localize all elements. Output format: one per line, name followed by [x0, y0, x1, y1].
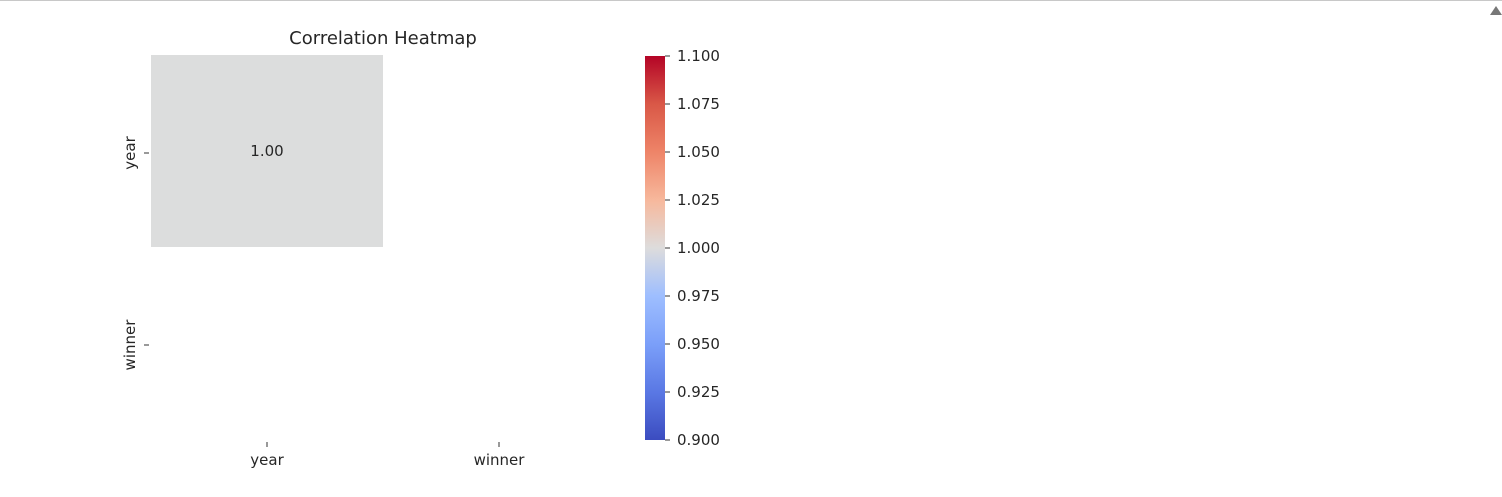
colorbar-tick-label: 0.975 — [677, 287, 720, 305]
cell-value-label: 1.00 — [250, 142, 283, 160]
x-axis: year winner — [250, 442, 525, 469]
colorbar-tick-label: 0.950 — [677, 335, 720, 353]
colorbar-tick-label: 1.050 — [677, 143, 720, 161]
colorbar-tick-label: 1.100 — [677, 47, 720, 65]
colorbar-tick-label: 1.000 — [677, 239, 720, 257]
colorbar-tick-label: 1.075 — [677, 95, 720, 113]
x-tick-label-year: year — [250, 451, 284, 469]
colorbar — [645, 56, 665, 440]
heatmap-cells: 1.00 — [151, 55, 383, 247]
colorbar-tick-label: 0.900 — [677, 431, 720, 449]
colorbar-tick-label: 0.925 — [677, 383, 720, 401]
y-axis: year winner — [121, 135, 149, 370]
y-tick-label-year: year — [121, 135, 139, 169]
chart-title: Correlation Heatmap — [289, 28, 477, 49]
top-border — [0, 0, 1502, 1]
scroll-up-arrow-icon[interactable] — [1490, 6, 1502, 15]
x-tick-label-winner: winner — [474, 451, 526, 469]
colorbar-ticks: 1.100 1.075 1.050 1.025 1.000 0.975 0.950 0.925… — [665, 47, 720, 449]
heatmap-cell-year-year — [151, 55, 383, 247]
y-tick-label-winner: winner — [121, 319, 139, 371]
colorbar-tick-label: 1.025 — [677, 191, 720, 209]
